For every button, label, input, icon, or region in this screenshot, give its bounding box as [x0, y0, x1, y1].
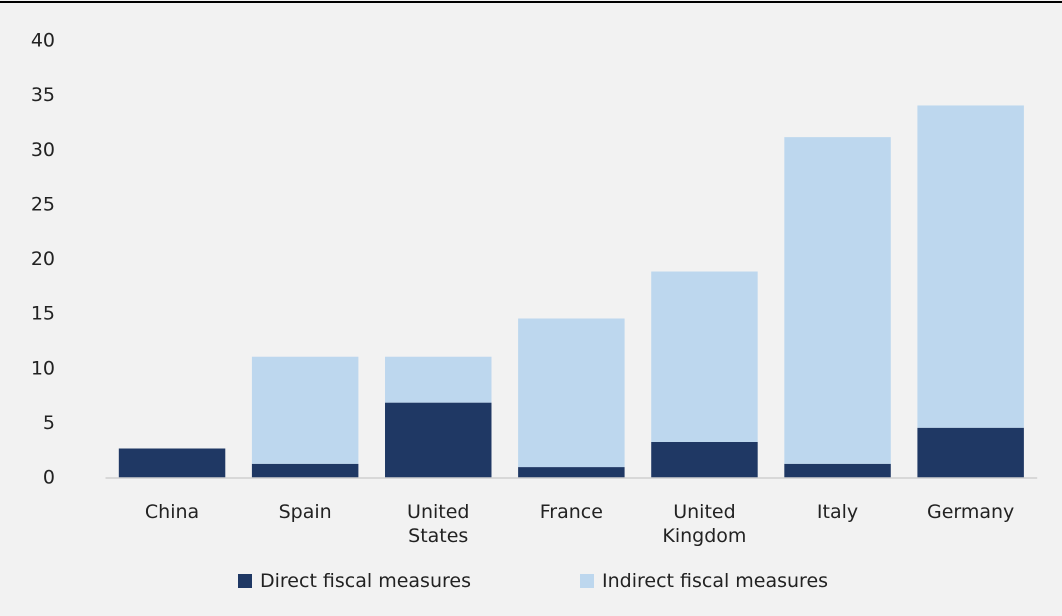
y-tick-label: 10	[31, 357, 55, 379]
bar-segment	[917, 427, 1024, 478]
legend-swatch	[238, 574, 252, 588]
x-tick-label: Germany	[926, 501, 1015, 523]
bar-segment	[784, 463, 891, 478]
x-tick-label: Italy	[816, 501, 859, 523]
bar-segment	[251, 463, 359, 478]
bar-segment	[118, 448, 226, 478]
bar-segment	[784, 137, 891, 464]
bar-segment	[917, 105, 1024, 428]
bar-segment	[385, 356, 492, 403]
y-tick-label: 5	[43, 412, 55, 434]
bar-segment	[518, 467, 625, 478]
x-tick-label: France	[539, 501, 603, 523]
bar-segment	[518, 318, 625, 468]
x-tick-label: United Kingdom	[662, 501, 747, 547]
legend-label: Indirect fiscal measures	[602, 570, 829, 592]
bar-segment	[651, 441, 758, 478]
y-tick-label: 25	[31, 193, 55, 215]
bar-segment	[385, 402, 492, 478]
y-tick-label: 30	[31, 139, 55, 161]
legend-label: Direct fiscal measures	[260, 570, 471, 592]
legend-item: Indirect fiscal measures	[580, 570, 828, 592]
legend-swatch	[580, 574, 594, 588]
y-tick-label: 35	[31, 84, 55, 106]
y-tick-label: 0	[43, 467, 55, 489]
bar-segment	[251, 356, 359, 464]
legend-item: Direct fiscal measures	[238, 570, 471, 592]
x-tick-label: Spain	[278, 501, 332, 523]
bar-segment	[651, 271, 758, 442]
y-tick-label: 40	[31, 30, 55, 52]
x-tick-label: United States	[407, 501, 470, 547]
y-tick-label: 15	[31, 303, 55, 325]
y-tick-label: 20	[31, 248, 55, 270]
x-tick-label: China	[144, 501, 200, 523]
